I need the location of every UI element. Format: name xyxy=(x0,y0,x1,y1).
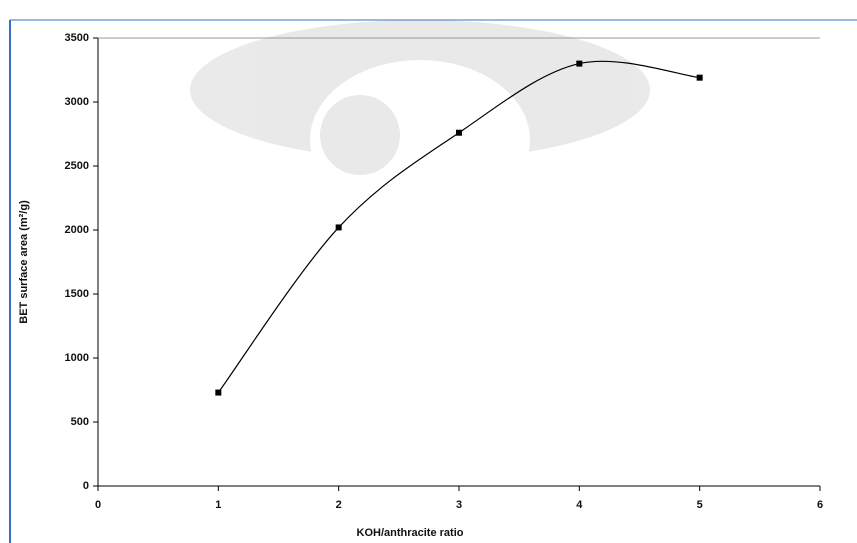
data-point xyxy=(215,390,221,396)
y-tick-label: 1500 xyxy=(65,288,89,300)
chart: KOH/anthracite ratio BET surface area (m… xyxy=(0,0,857,543)
data-point xyxy=(697,75,703,81)
x-tick-label: 4 xyxy=(576,499,583,511)
data-point xyxy=(456,130,462,136)
y-axis-label: BET surface area (m²/g) xyxy=(18,200,30,324)
watermark-shape xyxy=(320,95,400,175)
y-tick-label: 2000 xyxy=(65,224,89,236)
y-tick-label: 2500 xyxy=(65,160,89,172)
y-tick-label: 3500 xyxy=(65,32,89,44)
x-tick-label: 2 xyxy=(336,499,342,511)
y-tick-label: 500 xyxy=(71,416,89,428)
y-tick-label: 3000 xyxy=(65,96,89,108)
x-tick-label: 5 xyxy=(697,499,703,511)
data-point xyxy=(576,61,582,67)
x-tick-label: 1 xyxy=(215,499,221,511)
y-tick-label: 1000 xyxy=(65,352,89,364)
y-tick-label: 0 xyxy=(83,480,89,492)
data-point xyxy=(336,224,342,230)
x-tick-label: 0 xyxy=(95,499,101,511)
x-axis-label: KOH/anthracite ratio xyxy=(357,527,464,539)
x-tick-label: 6 xyxy=(817,499,823,511)
x-tick-label: 3 xyxy=(456,499,462,511)
